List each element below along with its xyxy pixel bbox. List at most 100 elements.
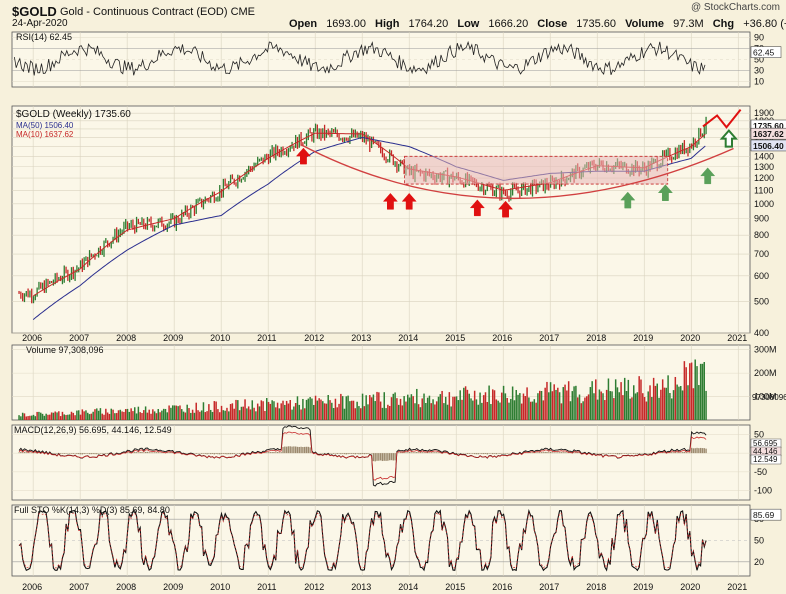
red-arrow-icon (295, 147, 311, 165)
macd-tick-label: -100 (754, 486, 772, 496)
rsi-tick-label: 50 (754, 55, 764, 65)
ohlc-summary: Open 1693.00 High 1764.20 Low 1666.20 Cl… (289, 18, 786, 30)
price-panel-label: $GOLD (Weekly) 1735.60 (16, 109, 131, 120)
x-tick-label-bottom: 2020 (680, 582, 700, 592)
rsi-tick-label: 30 (754, 66, 764, 76)
sto-tag-bg (750, 508, 782, 521)
price-tick-label: 600 (754, 271, 769, 281)
macd-signal-line (18, 431, 707, 481)
ma10-legend: MA(10) 1637.62 (16, 130, 74, 139)
x-tick-label-bottom: 2007 (69, 582, 89, 592)
ma50-tag: 1506.40 (753, 141, 784, 151)
price-tick-label: 1100 (754, 185, 773, 195)
panel-macd (11, 424, 751, 501)
x-tick-label-top: 2008 (116, 333, 136, 343)
macd-tag: 56.695 (753, 439, 778, 448)
consolidation-box (404, 155, 669, 185)
price-tick-label: 700 (754, 249, 769, 259)
x-tick-label-top: 2019 (633, 333, 653, 343)
red-arrow-icon (382, 192, 398, 210)
green-arrow-icon (657, 184, 673, 201)
rsi-tag-bg (750, 46, 782, 58)
x-tick-label-top: 2020 (680, 333, 700, 343)
red-arrow-icon (469, 199, 485, 217)
ticker-symbol: $GOLD (12, 4, 57, 19)
volume-tick-label: 300M (754, 345, 777, 355)
x-tick-label-top: 2012 (304, 333, 324, 343)
macd-tick-label: 50 (754, 429, 764, 439)
x-tick-label-bottom: 2006 (22, 582, 42, 592)
x-tick-label-top: 2015 (445, 333, 465, 343)
x-tick-label-bottom: 2014 (398, 582, 418, 592)
outline-up-arrow-icon (719, 129, 739, 148)
price-tick-label: 500 (754, 297, 769, 307)
x-tick-label-top: 2009 (163, 333, 183, 343)
last-price-tag: 1735.60 (753, 121, 784, 131)
x-tick-label-top: 2006 (22, 333, 42, 343)
x-tick-label-top: 2011 (257, 333, 276, 343)
price-tick-label: 1900 (754, 108, 774, 118)
ma10-tag: 1637.62 (753, 129, 784, 139)
volume-tick-label: 200M (754, 368, 777, 378)
volume-last-tag: 97308096 (752, 393, 786, 402)
x-tick-label-bottom: 2016 (492, 582, 512, 592)
x-tick-label-top: 2017 (539, 333, 559, 343)
rsi-line (14, 40, 706, 76)
price-tick-label: 1400 (754, 151, 774, 161)
sto-k-line (18, 508, 707, 572)
rsi-tag: 62.45 (753, 48, 775, 58)
macd-panel-label: MACD(12,26,9) 56.695, 44.146, 12.549 (14, 425, 172, 435)
projection-line (702, 108, 742, 129)
x-tick-label-bottom: 2015 (445, 582, 465, 592)
x-tick-label-top: 2010 (210, 333, 230, 343)
sto-tag: 85.69 (753, 510, 775, 520)
red-arrow-icon (498, 200, 514, 218)
sto-tick-label: 20 (754, 557, 764, 567)
price-tick-label: 900 (754, 214, 769, 224)
price-tick-label: 1300 (754, 162, 774, 172)
x-tick-label-bottom: 2013 (351, 582, 371, 592)
x-tick-label-bottom: 2018 (586, 582, 606, 592)
x-tick-label-top: 2014 (398, 333, 418, 343)
ma50-legend: MA(50) 1506.40 (16, 121, 74, 130)
x-tick-label-bottom: 2008 (116, 582, 136, 592)
x-tick-label-bottom: 2021 (727, 582, 747, 592)
sto-tick-label: 50 (754, 536, 764, 546)
price-tick-label: 1200 (754, 173, 774, 183)
x-tick-label-bottom: 2009 (163, 582, 183, 592)
x-tick-label-top: 2018 (586, 333, 606, 343)
macd-tag-bg (750, 454, 782, 465)
rsi-tick-label: 90 (754, 33, 764, 43)
x-tick-label-top: 2013 (351, 333, 371, 343)
panel-price (11, 105, 751, 334)
price-tick-label: 1000 (754, 199, 774, 209)
watermark: @ StockCharts.com (690, 2, 780, 13)
x-tick-label-top: 2007 (69, 333, 89, 343)
price-tick-label: 400 (754, 328, 769, 338)
ma10-tag-bg (750, 127, 786, 140)
saucer-arc (300, 144, 734, 200)
green-arrow-icon (620, 191, 636, 209)
x-tick-label-bottom: 2012 (304, 582, 324, 592)
instrument-name: Gold - Continuous Contract (EOD) CME (60, 6, 256, 18)
rsi-panel-label: RSI(14) 62.45 (16, 32, 72, 42)
macd-tag: 44.146 (753, 447, 778, 456)
x-tick-label-bottom: 2019 (633, 582, 653, 592)
x-tick-label-bottom: 2010 (210, 582, 230, 592)
rsi-tick-label: 10 (754, 77, 764, 87)
x-tick-label-bottom: 2011 (257, 582, 276, 592)
volume-panel-label: Volume 97,308,096 (26, 345, 104, 355)
sto-panel-label: Full STO %K(14,3) %D(3) 85.69, 84.80 (14, 505, 170, 515)
chart-date: 24-Apr-2020 (12, 18, 68, 29)
ma50-tag-bg (750, 139, 786, 152)
volume-tick-label: 100M (754, 392, 777, 402)
x-tick-label-top: 2016 (492, 333, 512, 343)
macd-tick-label: -50 (754, 467, 767, 477)
x-tick-label-top: 2021 (727, 333, 747, 343)
macd-tag: 12.549 (753, 455, 778, 464)
green-arrow-icon (700, 167, 716, 185)
red-arrow-icon (401, 192, 417, 210)
price-tick-label: 800 (754, 230, 769, 240)
x-tick-label-bottom: 2017 (539, 582, 559, 592)
